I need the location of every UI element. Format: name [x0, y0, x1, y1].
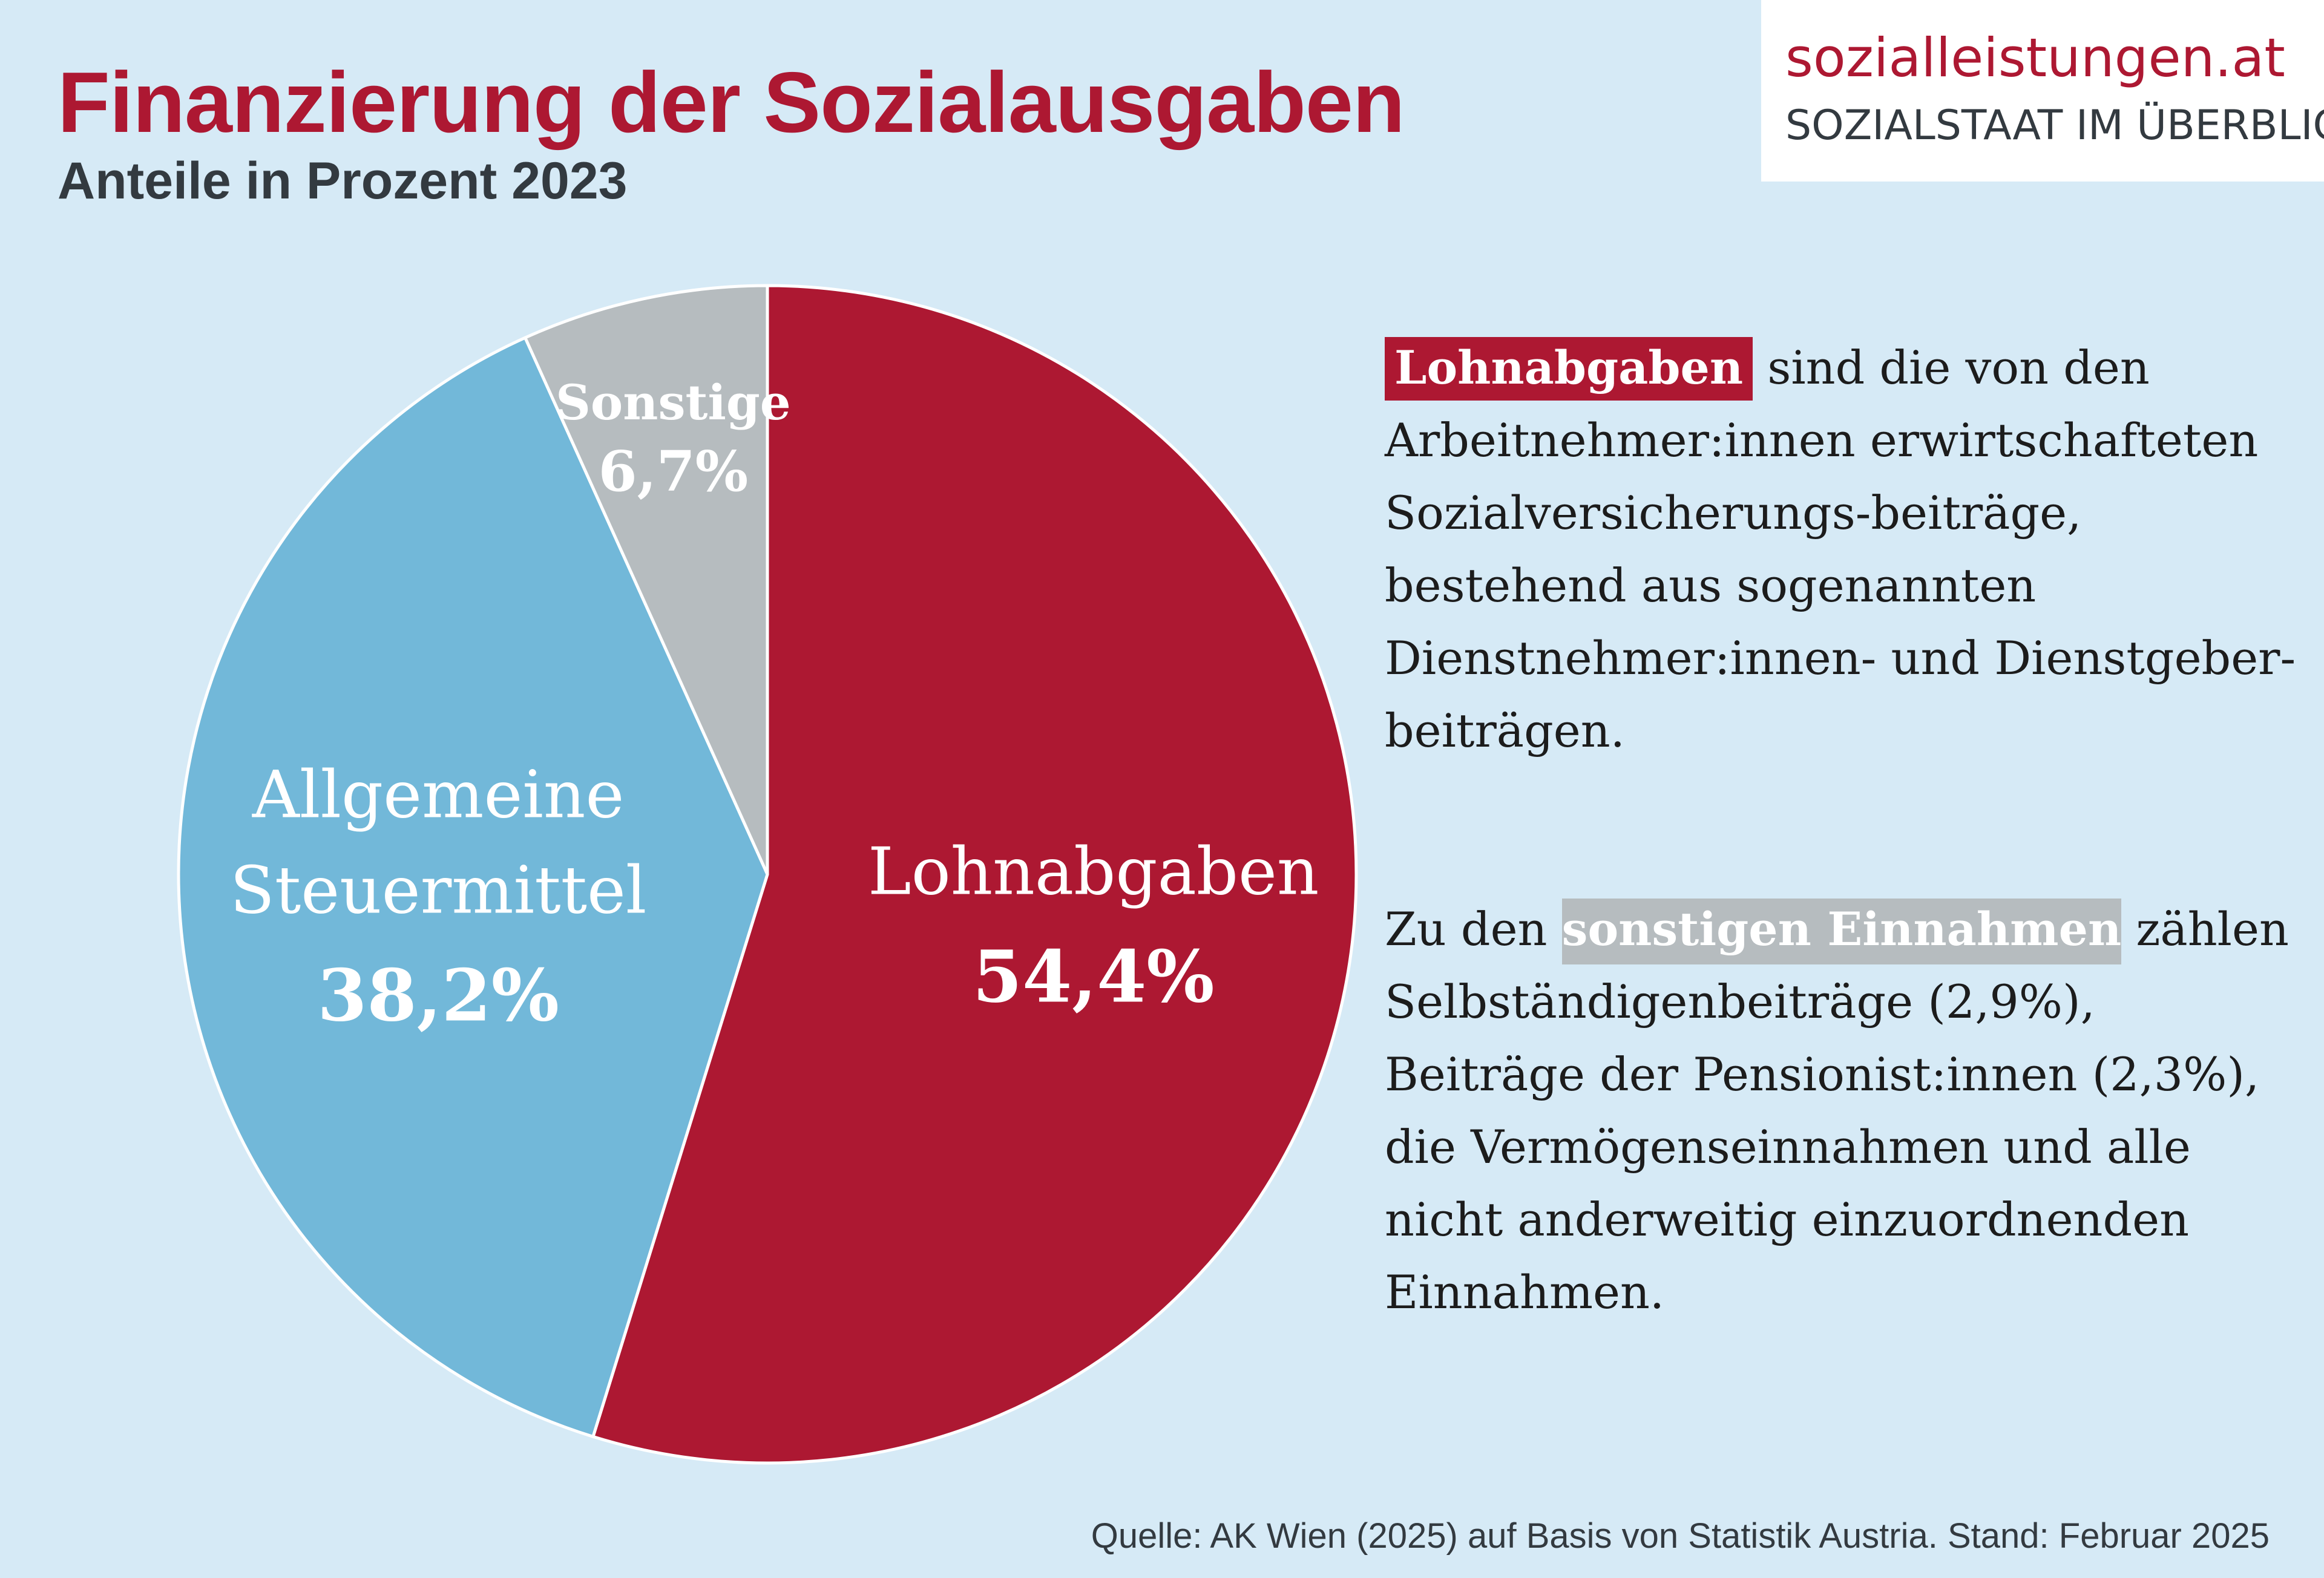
explanation-sonstige-prefix: Zu den [1385, 902, 1562, 956]
slice-label-sonstige: Sonstige [556, 374, 791, 431]
logo-name: sozialleistungen.at [1785, 27, 2285, 89]
slice-value-lohnabgaben: 54,4% [973, 935, 1215, 1019]
page-subtitle: Anteile in Prozent 2023 [57, 152, 628, 210]
explanation-sonstige-text: zählen Selbständigenbeiträge (2,9%), Bei… [1385, 902, 2289, 1319]
highlight-lohnabgaben: Lohnabgaben [1385, 337, 1753, 401]
slice-label-steuermittel: Allgemeine [252, 758, 624, 833]
source-note: Quelle: AK Wien (2025) auf Basis von Sta… [1091, 1516, 2270, 1556]
slice-value-steuermittel: 38,2% [317, 954, 559, 1038]
explanation-lohnabgaben-text: sind die von den Arbeitnehmer:innen erwi… [1385, 341, 2296, 758]
pie-slice-sonstige [524, 284, 769, 876]
slice-label-lohnabgaben: Lohnabgaben [868, 834, 1319, 910]
slice-value-sonstige: 6,7% [599, 439, 748, 504]
explanation-sonstige: Zu den sonstigen Einnahmen zählen Selbst… [1385, 893, 2299, 1329]
page-title: Finanzierung der Sozialausgaben [57, 54, 1405, 151]
logo-tagline: SOZIALSTAAT IM ÜBERBLICK [1785, 102, 2324, 149]
highlight-sonstige: sonstigen Einnahmen [1561, 899, 2122, 964]
slice-label-steuermittel: Steuermittel [230, 853, 647, 929]
pie-slice-lohnabgaben [591, 284, 1358, 1465]
explanation-lohnabgaben: Lohnabgaben sind die von den Arbeitnehme… [1385, 332, 2299, 767]
pie-slice-steuermittel [177, 336, 769, 1438]
logo: sozialleistungen.at SOZIALSTAAT IM ÜBERB… [1761, 0, 2324, 182]
